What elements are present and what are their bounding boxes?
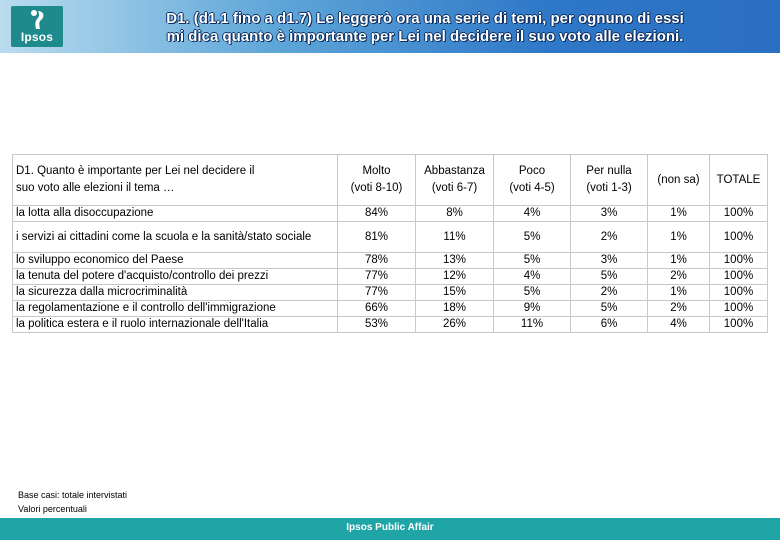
cell-per-nulla: 2%	[570, 284, 648, 301]
cell-per-nulla: 6%	[570, 316, 648, 333]
cell-poco: 5%	[493, 284, 571, 301]
column-header-label: TOTALE	[716, 173, 761, 186]
column-header-per-nulla: Per nulla (voti 1-3)	[570, 154, 648, 206]
column-header-label: Poco	[518, 165, 546, 177]
column-header-label: (non sa)	[657, 173, 700, 186]
cell-totale: 100%	[709, 316, 768, 333]
footnotes: Base casi: totale intervistati Valori pe…	[18, 488, 127, 516]
ipsos-logo-icon	[31, 10, 44, 29]
row-label: lo sviluppo economico del Paese	[12, 252, 338, 269]
logo-text: Ipsos	[20, 30, 54, 44]
results-table: D1. Quanto è importante per Lei nel deci…	[12, 154, 768, 333]
row-label: la regolamentazione e il controllo dell'…	[12, 300, 338, 317]
cell-abbastanza: 13%	[415, 252, 494, 269]
footer-text: Ipsos Public Affair	[346, 522, 434, 533]
cell-abbastanza: 8%	[415, 205, 494, 222]
table-row: la politica estera e il ruolo internazio…	[12, 316, 768, 333]
cell-poco: 5%	[493, 221, 571, 253]
cell-per-nulla: 2%	[570, 221, 648, 253]
cell-per-nulla: 5%	[570, 300, 648, 317]
column-header-label: Molto	[362, 165, 391, 177]
cell-per-nulla: 5%	[570, 268, 648, 285]
cell-abbastanza: 18%	[415, 300, 494, 317]
column-header-label: Per nulla	[586, 165, 632, 177]
row-label: la lotta alla disoccupazione	[12, 205, 338, 222]
question-line-1: D1. Quanto è importante per Lei nel deci…	[16, 165, 255, 177]
cell-totale: 100%	[709, 300, 768, 317]
column-header-sublabel: (voti 1-3)	[586, 182, 632, 194]
cell-poco: 11%	[493, 316, 571, 333]
cell-totale: 100%	[709, 284, 768, 301]
footer-bar: Ipsos Public Affair	[0, 518, 780, 540]
cell-non-sa: 4%	[647, 316, 710, 333]
question-header: D1. Quanto è importante per Lei nel deci…	[12, 154, 338, 206]
ipsos-logo: Ipsos	[11, 6, 63, 47]
cell-abbastanza: 15%	[415, 284, 494, 301]
table-row: la lotta alla disoccupazione 84% 8% 4% 3…	[12, 205, 768, 222]
row-label: la politica estera e il ruolo internazio…	[12, 316, 338, 333]
cell-molto: 53%	[337, 316, 416, 333]
cell-molto: 81%	[337, 221, 416, 253]
column-header-sublabel: (voti 4-5)	[509, 182, 555, 194]
table-header-row: D1. Quanto è importante per Lei nel deci…	[12, 154, 768, 206]
table-row: la regolamentazione e il controllo dell'…	[12, 300, 768, 317]
cell-poco: 5%	[493, 252, 571, 269]
cell-per-nulla: 3%	[570, 205, 648, 222]
cell-abbastanza: 26%	[415, 316, 494, 333]
table-row: lo sviluppo economico del Paese 78% 13% …	[12, 252, 768, 269]
cell-molto: 66%	[337, 300, 416, 317]
column-header-abbastanza: Abbastanza (voti 6-7)	[415, 154, 494, 206]
cell-non-sa: 1%	[647, 205, 710, 222]
cell-molto: 84%	[337, 205, 416, 222]
cell-non-sa: 2%	[647, 300, 710, 317]
row-label: la tenuta del potere d'acquisto/controll…	[12, 268, 338, 285]
row-label: i servizi ai cittadini come la scuola e …	[12, 221, 338, 253]
cell-poco: 4%	[493, 205, 571, 222]
title-line-1: D1. (d1.1 fino a d1.7) Le leggerò ora un…	[166, 10, 684, 27]
cell-totale: 100%	[709, 221, 768, 253]
row-label: la sicurezza dalla microcriminalità	[12, 284, 338, 301]
cell-totale: 100%	[709, 252, 768, 269]
table-row: la sicurezza dalla microcriminalità 77% …	[12, 284, 768, 301]
cell-poco: 4%	[493, 268, 571, 285]
column-header-label: Abbastanza	[424, 165, 485, 177]
cell-poco: 9%	[493, 300, 571, 317]
cell-non-sa: 1%	[647, 252, 710, 269]
column-header-sublabel: (voti 8-10)	[350, 182, 403, 194]
column-header-sublabel: (voti 6-7)	[431, 182, 478, 194]
base-note: Base casi: totale intervistati	[18, 490, 128, 500]
cell-totale: 100%	[709, 268, 768, 285]
cell-molto: 77%	[337, 284, 416, 301]
title-line-2: mi dica quanto è importante per Lei nel …	[166, 28, 684, 45]
cell-abbastanza: 12%	[415, 268, 494, 285]
values-note: Valori percentuali	[18, 504, 87, 514]
cell-non-sa: 2%	[647, 268, 710, 285]
table-row: i servizi ai cittadini come la scuola e …	[12, 221, 768, 253]
cell-molto: 78%	[337, 252, 416, 269]
cell-per-nulla: 3%	[570, 252, 648, 269]
header-banner: Ipsos D1. (d1.1 fino a d1.7) Le leggerò …	[0, 0, 780, 53]
table-row: la tenuta del potere d'acquisto/controll…	[12, 268, 768, 285]
slide-title: D1. (d1.1 fino a d1.7) Le leggerò ora un…	[100, 10, 750, 46]
cell-non-sa: 1%	[647, 284, 710, 301]
column-header-molto: Molto (voti 8-10)	[337, 154, 416, 206]
column-header-totale: TOTALE	[709, 154, 768, 206]
column-header-non-sa: (non sa)	[647, 154, 710, 206]
cell-molto: 77%	[337, 268, 416, 285]
cell-abbastanza: 11%	[415, 221, 494, 253]
cell-totale: 100%	[709, 205, 768, 222]
cell-non-sa: 1%	[647, 221, 710, 253]
question-line-2: suo voto alle elezioni il tema …	[16, 182, 175, 194]
column-header-poco: Poco (voti 4-5)	[493, 154, 571, 206]
